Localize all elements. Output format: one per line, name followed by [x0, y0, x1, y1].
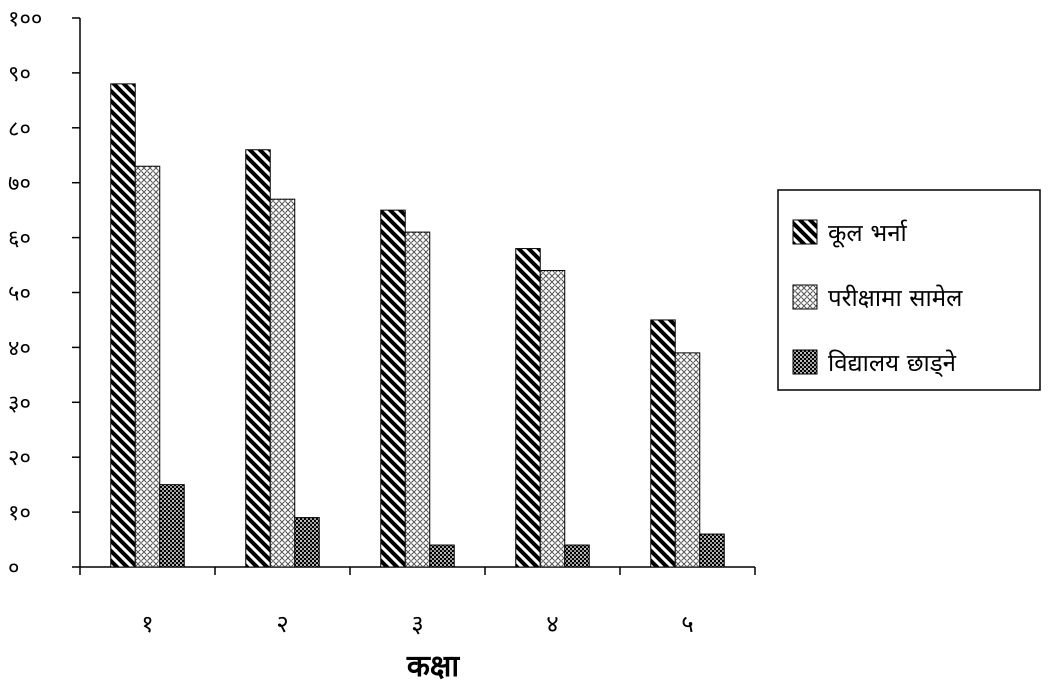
bar	[269, 198, 296, 568]
legend-swatch	[792, 349, 818, 375]
y-tick-label: ६०	[8, 227, 31, 252]
bar	[134, 165, 161, 568]
bar	[564, 544, 590, 568]
bar	[515, 248, 541, 568]
y-tick-label: ७०	[8, 172, 31, 197]
legend-label: कूल भर्ना	[828, 219, 908, 248]
legend-swatch	[792, 219, 818, 245]
bar	[429, 544, 455, 568]
x-tick-label: ५	[681, 610, 693, 638]
y-tick-label: ४०	[8, 336, 31, 361]
bar	[110, 83, 136, 568]
bar	[245, 149, 271, 568]
legend: कूल भर्ना परीक्षामा सामेल विद्यालय छाड्ने	[777, 189, 1041, 391]
y-tick-label: ५०	[8, 282, 31, 307]
legend-label: विद्यालय छाड्ने	[828, 349, 957, 378]
bar	[699, 533, 725, 568]
legend-label: परीक्षामा सामेल	[828, 284, 963, 312]
bar	[674, 352, 701, 568]
bar	[404, 231, 431, 568]
bar	[159, 484, 185, 568]
bar	[539, 270, 566, 568]
x-tick-label: २	[276, 610, 288, 638]
y-tick-label: ८०	[8, 117, 31, 142]
x-tick-label: ३	[411, 610, 423, 638]
y-tick-label: १०	[8, 501, 31, 526]
y-tick-label: २०	[8, 446, 31, 471]
bar	[380, 209, 406, 568]
bar	[650, 319, 676, 568]
x-tick-label: ४	[546, 610, 558, 638]
x-tick-label: १	[141, 610, 153, 638]
x-axis-title: कक्षा	[406, 649, 461, 684]
bar	[294, 517, 320, 568]
y-tick-label: ३०	[8, 391, 31, 416]
y-tick-label: ०	[8, 556, 19, 581]
legend-box	[777, 189, 1041, 391]
y-tick-label: ९०	[8, 62, 31, 87]
y-tick-label: १००	[8, 7, 42, 32]
legend-swatch	[792, 284, 818, 310]
